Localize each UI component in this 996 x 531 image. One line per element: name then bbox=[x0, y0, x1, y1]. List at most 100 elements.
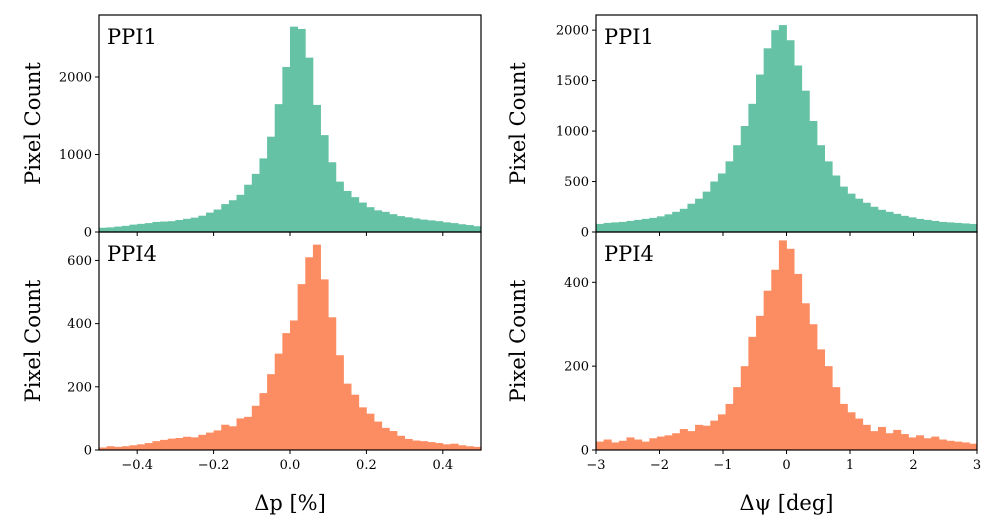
histogram-bar bbox=[167, 438, 176, 450]
histogram-bar bbox=[954, 441, 963, 450]
histogram-bar bbox=[778, 25, 787, 233]
histogram-bar bbox=[931, 436, 940, 450]
histogram-bar bbox=[870, 206, 879, 232]
histogram-bar bbox=[710, 181, 719, 232]
y-axis-label: Pixel Count bbox=[21, 279, 45, 402]
histogram-bar bbox=[435, 443, 444, 450]
histogram-bar bbox=[717, 414, 726, 450]
histogram-bar bbox=[679, 429, 688, 450]
y-tick-label: 500 bbox=[564, 175, 589, 190]
histogram-bar bbox=[152, 441, 161, 450]
histogram-bar bbox=[733, 145, 742, 232]
histogram-bar bbox=[312, 104, 321, 232]
histogram-bar bbox=[458, 224, 467, 232]
histogram-bar bbox=[465, 446, 474, 450]
histogram-bar bbox=[312, 244, 321, 450]
histogram-bar bbox=[259, 158, 268, 233]
histogram-bar bbox=[335, 355, 344, 450]
histogram-bar bbox=[839, 403, 848, 450]
x-tick-label: 2 bbox=[909, 458, 917, 473]
histogram-bar bbox=[183, 218, 192, 232]
histogram-bar bbox=[847, 412, 856, 450]
histogram-bar bbox=[611, 222, 620, 232]
y-axis-label: Pixel Count bbox=[506, 62, 530, 185]
histogram-bar bbox=[137, 223, 146, 232]
histogram-bar bbox=[596, 223, 605, 232]
histogram-bar bbox=[213, 209, 222, 232]
histogram-bar bbox=[649, 438, 658, 450]
histogram-bar bbox=[99, 447, 108, 450]
histogram-bar bbox=[435, 221, 444, 232]
histogram-bar bbox=[763, 290, 772, 450]
y-tick-label: 0 bbox=[84, 226, 92, 241]
histogram-bar bbox=[900, 215, 909, 232]
histogram-bar bbox=[634, 439, 643, 450]
histogram-bar bbox=[251, 173, 260, 233]
x-tick-label: −3 bbox=[586, 458, 605, 473]
panel-top-right: 0 500 1000 1500 2000 PPI1 Pixel Count bbox=[506, 14, 978, 241]
histogram-bar bbox=[442, 444, 451, 450]
histogram-bar bbox=[717, 173, 726, 232]
histogram-bar bbox=[282, 66, 291, 233]
histogram-bar bbox=[213, 430, 222, 450]
histogram-bar bbox=[404, 217, 413, 232]
y-tick-label: 1500 bbox=[556, 74, 589, 89]
histogram-bar bbox=[908, 217, 917, 232]
histogram-bar bbox=[794, 65, 803, 232]
histogram-bar bbox=[442, 222, 451, 232]
histogram-bar bbox=[328, 317, 337, 450]
histogram-bar bbox=[801, 90, 810, 232]
histogram-bar bbox=[756, 74, 765, 232]
panel-label: PPI4 bbox=[604, 242, 654, 266]
histogram-bar bbox=[656, 436, 665, 450]
histogram-bar bbox=[358, 407, 367, 450]
histogram-bar bbox=[267, 136, 276, 232]
histogram-bar bbox=[946, 440, 955, 450]
histogram-bar bbox=[419, 219, 428, 232]
histogram-bar bbox=[634, 219, 643, 232]
histogram-bar bbox=[343, 190, 352, 232]
histogram-bar bbox=[144, 223, 153, 232]
histogram-bar bbox=[351, 394, 360, 450]
histogram-bar bbox=[389, 431, 398, 450]
histogram-bar bbox=[374, 210, 383, 232]
histogram-bar bbox=[877, 426, 886, 450]
histogram-bar bbox=[335, 181, 344, 233]
histogram-bar bbox=[954, 222, 963, 232]
histogram-bar bbox=[290, 320, 299, 450]
histogram-bar bbox=[297, 28, 306, 233]
histogram-bar bbox=[396, 435, 405, 450]
histogram-bar bbox=[870, 431, 879, 450]
x-tick-label: −0.2 bbox=[198, 458, 230, 473]
histogram-bar bbox=[946, 222, 955, 232]
histogram-bar bbox=[771, 269, 780, 450]
histogram-bar bbox=[205, 212, 214, 233]
histogram-bar bbox=[106, 446, 115, 450]
histogram-bar bbox=[190, 217, 199, 232]
histogram-bar bbox=[412, 440, 421, 450]
histogram-bar bbox=[205, 432, 214, 450]
histogram-bar bbox=[893, 429, 902, 450]
histogram-bar bbox=[969, 443, 978, 450]
histogram-bar bbox=[786, 40, 795, 233]
y-tick-label: 200 bbox=[67, 380, 92, 395]
histogram-bar bbox=[366, 207, 375, 232]
histogram-bar bbox=[656, 216, 665, 232]
y-tick-label: 2000 bbox=[556, 24, 589, 39]
histogram-bar bbox=[198, 215, 207, 232]
histogram-bar bbox=[396, 216, 405, 232]
histogram-bar bbox=[687, 431, 696, 450]
histogram-bar bbox=[267, 374, 276, 450]
histogram-bar bbox=[961, 223, 970, 232]
histogram-bar bbox=[679, 208, 688, 232]
histogram-bar bbox=[366, 413, 375, 450]
histogram-bar bbox=[809, 324, 818, 450]
histogram-bar bbox=[832, 175, 841, 232]
histogram-bar bbox=[733, 387, 742, 450]
histogram-bar bbox=[855, 418, 864, 450]
x-axis-label: Δp [%] bbox=[254, 491, 326, 515]
histogram-bar bbox=[756, 315, 765, 450]
histogram-bar bbox=[725, 403, 734, 450]
histogram-bar bbox=[427, 442, 436, 450]
y-tick-label: 0 bbox=[581, 226, 589, 241]
